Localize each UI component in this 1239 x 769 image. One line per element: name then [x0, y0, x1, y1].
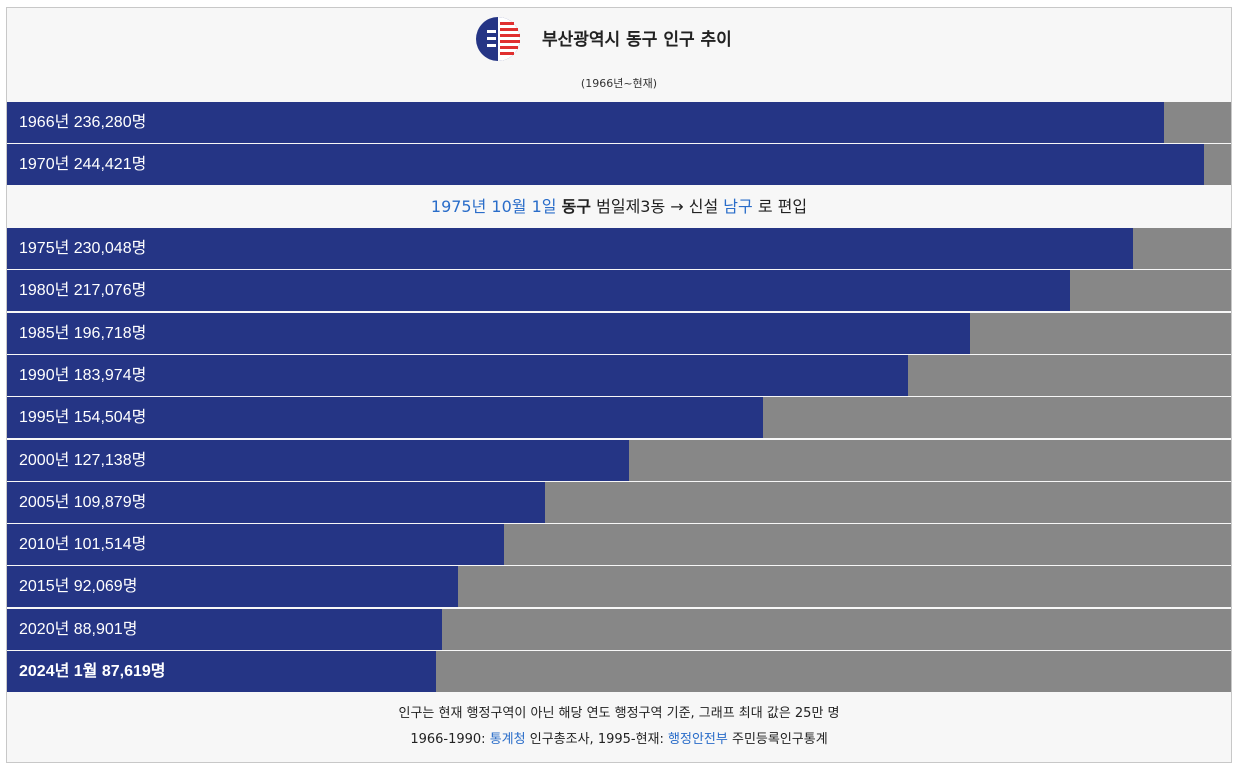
bar-row: 2000년 127,138명 [7, 439, 1231, 481]
footer-note: 인구는 현재 행정구역이 아닌 해당 연도 행정구역 기준, 그래프 최대 값은… [398, 706, 840, 721]
bar-label: 1966년 236,280명 [19, 114, 147, 131]
note-district: 동구 [561, 197, 592, 216]
bar [7, 228, 1134, 269]
bar-row: 2005년 109,879명 [7, 481, 1231, 523]
bar [7, 651, 436, 692]
bar-label: 1985년 196,718명 [19, 324, 147, 342]
chart-title: 부산광역시 동구 인구 추이 [542, 30, 732, 50]
footer-sources: 1966-1990: 통계청 인구총조사, 1995-현재: 행정안전부 주민등… [7, 727, 1231, 753]
bar-label: 2005년 109,879명 [19, 493, 147, 511]
bar [7, 270, 1070, 312]
source-text: 인구총조사, 1995-현재: [529, 732, 664, 747]
bar-label: 2015년 92,069명 [19, 578, 138, 596]
bar [7, 397, 764, 439]
bar-label: 2000년 127,138명 [19, 451, 147, 469]
note-text: 범일제3동 → 신설 [596, 197, 719, 216]
source-link-kostat[interactable]: 통계청 [489, 732, 526, 747]
source-text: 1966-1990: [410, 732, 486, 747]
chart-frame: 부산광역시 동구 인구 추이 (1966년~현재) 1966년 236,280명… [6, 7, 1232, 763]
bar-row: 1975년 230,048명 [7, 228, 1231, 269]
busan-city-emblem-icon [476, 17, 520, 61]
note-date-link[interactable]: 1975년 10월 1일 [430, 197, 557, 216]
bar-row: 2010년 101,514명 [7, 524, 1231, 566]
bar-row: 1980년 217,076명 [7, 270, 1231, 312]
bar-row: 1995년 154,504명 [7, 397, 1231, 439]
bar-row: 1966년 236,280명 [7, 102, 1231, 143]
bar-row: 2020년 88,901명 [7, 608, 1231, 650]
bar-label: 2024년 1월 87,619명 [19, 663, 166, 680]
bar-label: 2020년 88,901명 [19, 620, 138, 638]
bar-row: 2024년 1월 87,619명 [7, 651, 1231, 692]
chart-subtitle: (1966년~현재) [580, 77, 658, 90]
note-text-end: 로 편입 [757, 197, 808, 216]
source-link-mois[interactable]: 행정안전부 [668, 732, 728, 747]
source-text: 주민등록인구통계 [731, 732, 828, 747]
bar [7, 354, 908, 396]
bar-label: 1980년 217,076명 [19, 282, 147, 300]
note-target-link[interactable]: 남구 [723, 197, 753, 216]
bar-row: 1970년 244,421명 [7, 144, 1231, 186]
bar [7, 524, 504, 566]
bar-row: 1990년 183,974명 [7, 354, 1231, 396]
bar-row: 2015년 92,069명 [7, 566, 1231, 608]
bar-label: 1975년 230,048명 [19, 240, 147, 257]
bar-label: 2010년 101,514명 [19, 536, 147, 554]
annexation-note: 1975년 10월 1일 동구 범일제3동 → 신설 남구 로 편입 [7, 186, 1231, 228]
bar-label: 1995년 154,504명 [19, 409, 147, 427]
bar [7, 312, 971, 354]
bar-label: 1970년 244,421명 [19, 156, 147, 174]
bar-row: 1985년 196,718명 [7, 312, 1231, 354]
bar [7, 481, 545, 523]
bar [7, 608, 443, 650]
bar [7, 566, 458, 608]
bar [7, 439, 630, 481]
bar [7, 102, 1164, 143]
bar-label: 1990년 183,974명 [19, 366, 147, 384]
chart-footer: 인구는 현재 행정구역이 아닌 해당 연도 행정구역 기준, 그래프 최대 값은… [7, 701, 1231, 753]
bar [7, 144, 1204, 186]
chart-header: 부산광역시 동구 인구 추이 (1966년~현재) [7, 8, 1231, 101]
